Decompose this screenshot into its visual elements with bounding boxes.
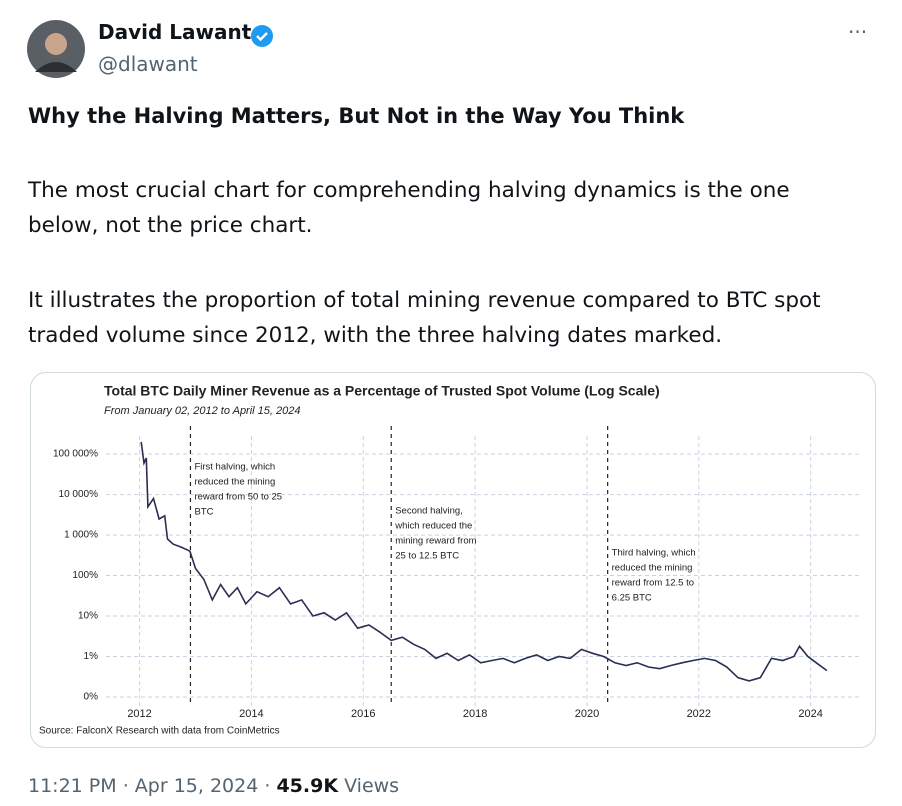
y-tick-label: 100 000%	[53, 449, 98, 460]
author-handle[interactable]: @dlawant	[98, 52, 198, 76]
annotation-text: 6.25 BTC	[612, 593, 652, 604]
tweet-paragraph: It illustrates the proportion of total m…	[28, 288, 821, 348]
timestamp: 11:21 PM · Apr 15, 2024 · 45.9K Views	[28, 775, 400, 797]
x-tick-label: 2018	[463, 708, 487, 720]
time[interactable]: 11:21 PM	[28, 775, 117, 797]
x-tick-label: 2022	[687, 708, 711, 720]
annotation-text: Second halving,	[395, 506, 463, 517]
annotation-text: First halving, which	[194, 462, 275, 473]
y-tick-label: 100%	[72, 570, 98, 581]
chart-title: Total BTC Daily Miner Revenue as a Perce…	[104, 383, 660, 399]
date[interactable]: Apr 15, 2024	[134, 775, 259, 797]
x-tick-label: 2014	[239, 708, 263, 720]
avatar[interactable]	[27, 20, 85, 78]
x-tick-label: 2024	[798, 708, 822, 720]
y-tick-label: 1 000%	[64, 530, 98, 541]
media-card[interactable]: Total BTC Daily Miner Revenue as a Perce…	[30, 372, 876, 748]
y-tick-label: 0%	[84, 692, 99, 703]
x-tick-label: 2016	[351, 708, 375, 720]
views-label: Views	[344, 775, 400, 797]
annotation-text: BTC	[194, 507, 213, 518]
chart: Total BTC Daily Miner Revenue as a Perce…	[39, 383, 861, 737]
views-count: 45.9K	[276, 775, 339, 797]
tweet-paragraph: The most crucial chart for comprehending…	[28, 178, 790, 238]
author-name[interactable]: David Lawant	[98, 20, 252, 44]
annotation-text: mining reward from	[395, 536, 476, 547]
annotation-text: reward from 12.5 to	[612, 578, 694, 589]
chart-subtitle: From January 02, 2012 to April 15, 2024	[104, 405, 301, 417]
verified-badge	[251, 25, 273, 47]
annotation-text: reward from 50 to 25	[194, 492, 282, 503]
annotation-text: reduced the mining	[194, 477, 275, 488]
data-line	[140, 441, 828, 682]
y-tick-label: 1%	[84, 651, 99, 662]
more-menu[interactable]: ···	[848, 20, 868, 44]
annotation-text: which reduced the	[394, 521, 472, 532]
annotation-text: 25 to 12.5 BTC	[395, 551, 459, 562]
tweet-heading: Why the Halving Matters, But Not in the …	[28, 104, 685, 128]
y-tick-label: 10%	[78, 611, 98, 622]
y-tick-label: 10 000%	[59, 489, 99, 500]
x-tick-label: 2012	[127, 708, 151, 720]
chart-source: Source: FalconX Research with data from …	[39, 726, 280, 737]
annotation-text: Third halving, which	[612, 548, 696, 559]
annotation-text: reduced the mining	[612, 563, 693, 574]
x-tick-label: 2020	[575, 708, 599, 720]
